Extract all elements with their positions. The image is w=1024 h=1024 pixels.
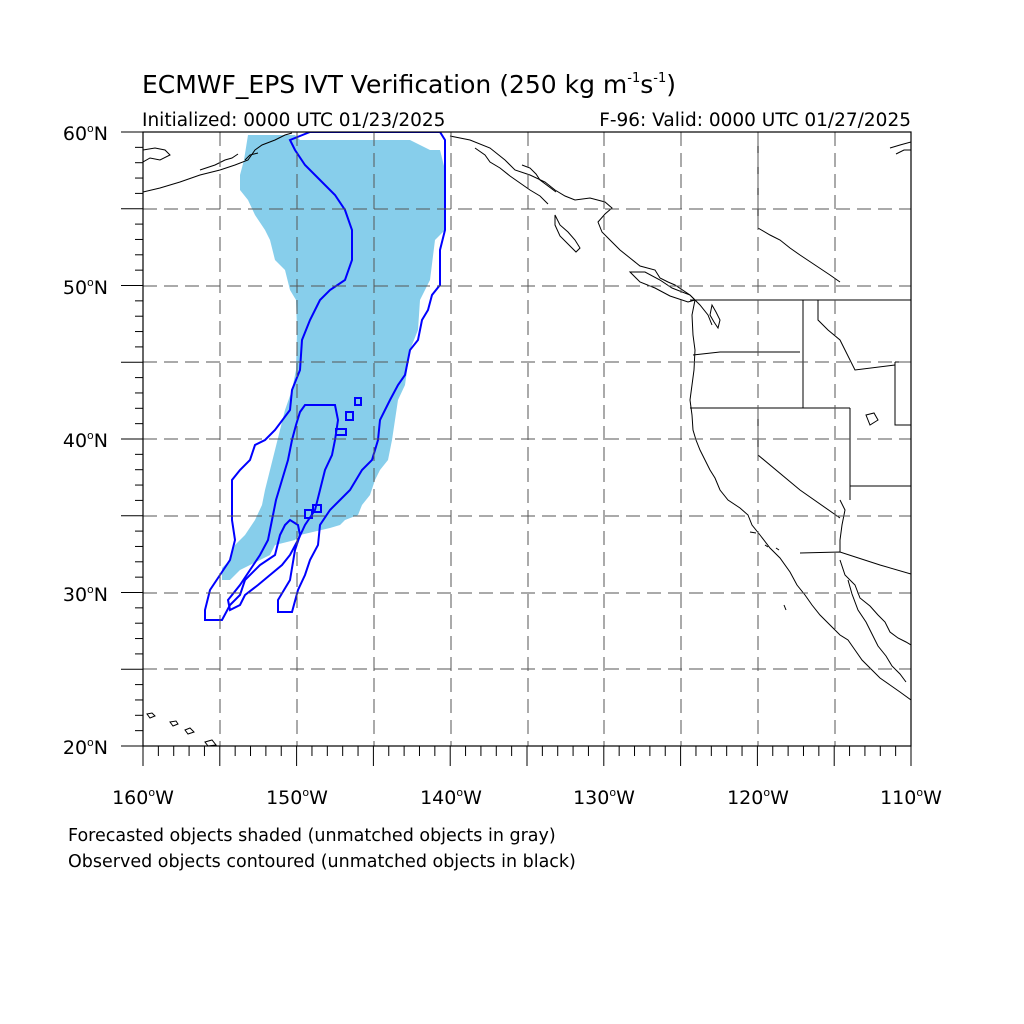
lat-label-60: 60oN — [62, 122, 108, 145]
map-title: ECMWF_EPS IVT Verification (250 kg m-1s-… — [142, 70, 677, 99]
legend-note-observed: Observed objects contoured (unmatched ob… — [68, 852, 576, 872]
observed-object — [204, 132, 446, 621]
forecast-object — [222, 135, 445, 580]
legend-note-forecast: Forecasted objects shaded (unmatched obj… — [68, 826, 556, 846]
initialized-time: Initialized: 0000 UTC 01/23/2025 — [142, 110, 446, 131]
lat-label-20: 20oN — [62, 736, 108, 759]
graticule — [143, 132, 911, 746]
valid-time: F-96: Valid: 0000 UTC 01/27/2025 — [599, 110, 911, 131]
lon-label-140w: 140oW — [420, 786, 482, 809]
lon-label-110w: 110oW — [880, 786, 942, 809]
lat-label-40: 40oN — [62, 429, 108, 452]
lat-label-30: 30oN — [62, 583, 108, 606]
lon-label-160w: 160oW — [112, 786, 174, 809]
axis-ticks — [121, 131, 912, 766]
lat-label-50: 50oN — [62, 276, 108, 299]
lon-label-150w: 150oW — [266, 786, 328, 809]
lon-label-120w: 120oW — [727, 786, 789, 809]
lon-label-130w: 130oW — [573, 786, 635, 809]
